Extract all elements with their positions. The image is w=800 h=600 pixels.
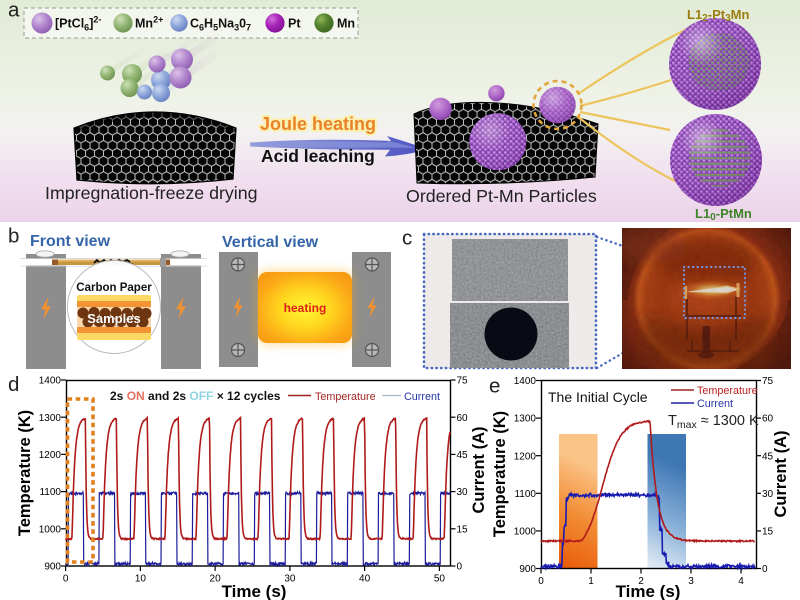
svg-text:30: 30 [457,487,469,498]
svg-text:Current: Current [404,391,440,403]
svg-text:75: 75 [762,376,774,387]
svg-text:Time (s): Time (s) [616,582,681,600]
svg-text:Temperature: Temperature [315,391,376,403]
svg-text:Impregnation-freeze drying: Impregnation-freeze drying [45,183,258,203]
svg-text:0: 0 [457,562,463,573]
svg-text:Mn: Mn [337,17,355,31]
svg-text:75: 75 [457,376,469,387]
svg-text:30: 30 [284,574,296,585]
svg-text:15: 15 [457,524,469,535]
svg-text:Ordered Pt-Mn Particles: Ordered Pt-Mn Particles [406,186,597,206]
svg-text:2: 2 [638,576,644,587]
svg-text:1300: 1300 [514,414,537,425]
svg-text:Temperature (K): Temperature (K) [491,411,509,537]
svg-text:Joule heating: Joule heating [260,114,376,134]
svg-text:0: 0 [63,574,69,585]
svg-text:1100: 1100 [39,487,61,498]
svg-text:Front view: Front view [30,233,111,250]
svg-text:10: 10 [135,574,147,585]
svg-text:c: c [402,227,412,250]
svg-text:1: 1 [588,576,594,587]
svg-text:d: d [8,373,19,396]
svg-text:900: 900 [519,564,536,575]
svg-text:0: 0 [762,564,768,575]
svg-text:20: 20 [210,574,222,585]
svg-text:1100: 1100 [514,489,536,500]
svg-text:1200: 1200 [39,450,62,461]
svg-text:Temperature (K): Temperature (K) [16,410,34,536]
svg-text:30: 30 [762,489,774,500]
svg-text:50: 50 [434,574,446,585]
svg-text:Samples: Samples [87,311,140,326]
svg-text:900: 900 [44,562,61,573]
svg-text:Acid leaching: Acid leaching [261,146,375,166]
svg-text:1000: 1000 [514,527,537,538]
svg-text:Current (A): Current (A) [772,430,790,517]
svg-text:Temperature: Temperature [697,385,758,397]
svg-text:[PtCl6]2-: [PtCl6]2- [55,15,101,33]
svg-text:Current (A): Current (A) [470,426,488,513]
svg-text:1200: 1200 [514,451,537,462]
svg-text:Current: Current [697,398,733,410]
svg-text:60: 60 [762,414,774,425]
svg-text:15: 15 [762,527,774,538]
svg-text:Pt: Pt [288,17,301,31]
svg-text:L10-PtMn: L10-PtMn [695,206,752,223]
svg-text:4: 4 [738,576,744,587]
svg-text:b: b [8,225,19,248]
svg-text:1400: 1400 [514,376,537,387]
svg-text:3: 3 [688,576,694,587]
svg-text:The Initial Cycle: The Initial Cycle [548,389,648,405]
svg-text:40: 40 [359,574,371,585]
svg-text:45: 45 [762,451,774,462]
svg-text:Tmax ≈ 1300 K: Tmax ≈ 1300 K [668,413,759,431]
svg-text:45: 45 [457,450,469,461]
svg-text:60: 60 [457,413,469,424]
svg-text:Time (s): Time (s) [222,582,287,600]
svg-text:1000: 1000 [39,524,62,535]
svg-text:Vertical view: Vertical view [222,234,319,251]
svg-text:heating: heating [284,301,327,315]
svg-text:e: e [489,375,500,398]
svg-text:2s ON and 2s OFF × 12 cycles: 2s ON and 2s OFF × 12 cycles [110,389,281,403]
svg-text:1400: 1400 [39,376,62,387]
svg-text:1300: 1300 [39,413,62,424]
svg-text:a: a [8,0,20,22]
svg-text:L12-Pt3Mn: L12-Pt3Mn [687,7,749,24]
svg-text:0: 0 [538,576,544,587]
svg-text:Carbon Paper: Carbon Paper [76,282,152,294]
